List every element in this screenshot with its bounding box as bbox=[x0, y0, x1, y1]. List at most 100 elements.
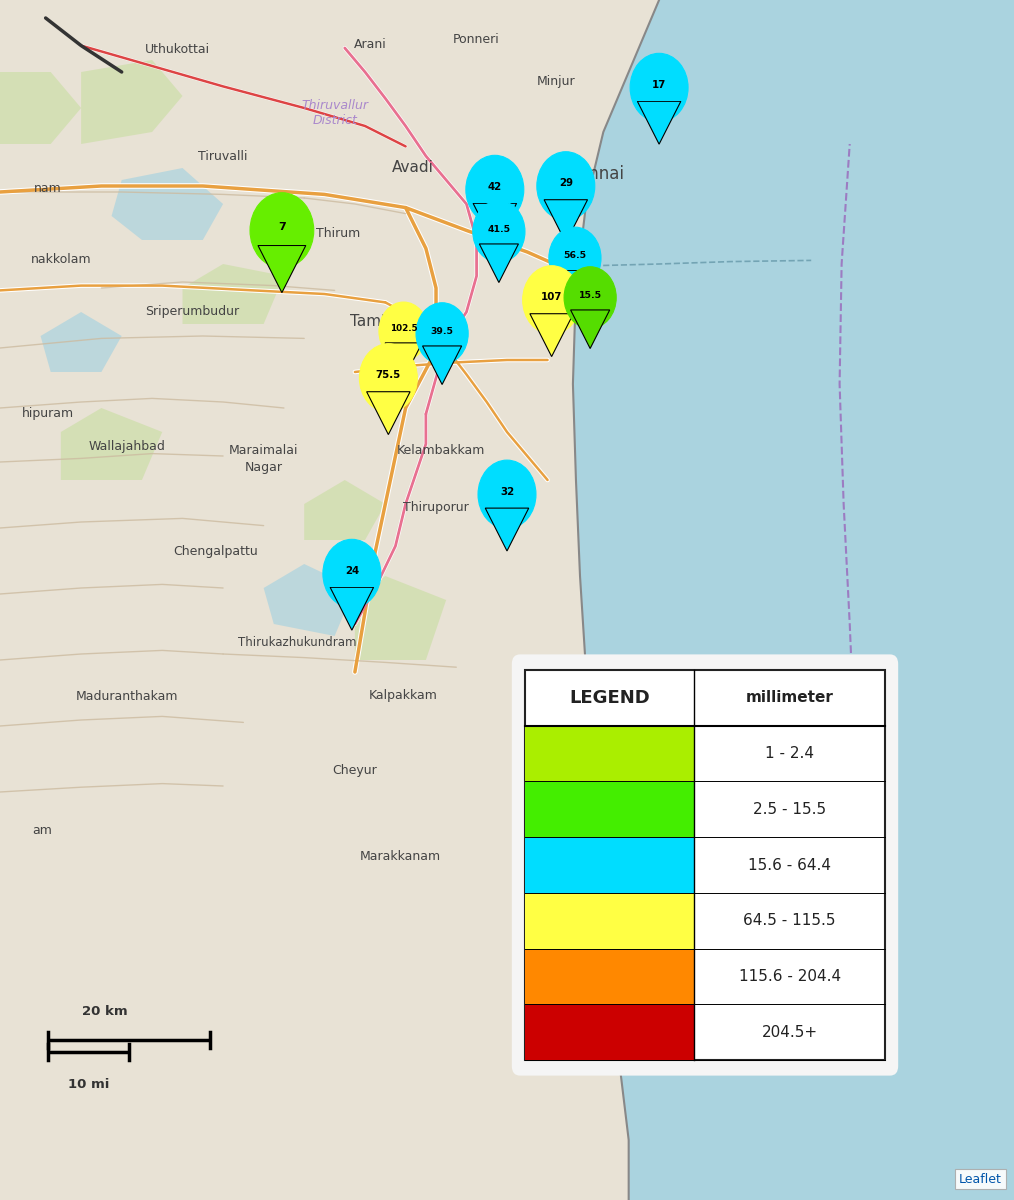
Text: Cheyur: Cheyur bbox=[333, 764, 377, 776]
Polygon shape bbox=[183, 264, 284, 324]
Text: Tambaram: Tambaram bbox=[350, 314, 431, 329]
Text: Thiruvallur: Thiruvallur bbox=[301, 100, 368, 112]
Bar bbox=[525, 838, 695, 893]
Polygon shape bbox=[545, 185, 587, 199]
Text: 115.6 - 204.4: 115.6 - 204.4 bbox=[738, 968, 841, 984]
Polygon shape bbox=[571, 296, 609, 310]
Bar bbox=[525, 726, 695, 781]
Text: 64.5 - 115.5: 64.5 - 115.5 bbox=[743, 913, 836, 929]
Text: LEGEND: LEGEND bbox=[569, 689, 650, 707]
Text: Chennai: Chennai bbox=[556, 164, 625, 182]
Polygon shape bbox=[486, 493, 528, 508]
Text: 17: 17 bbox=[652, 80, 666, 90]
Text: 41.5: 41.5 bbox=[488, 224, 510, 234]
Text: 2.5 - 15.5: 2.5 - 15.5 bbox=[753, 802, 826, 817]
Text: 56.5: 56.5 bbox=[564, 251, 586, 260]
Text: 15.5: 15.5 bbox=[579, 290, 601, 300]
Text: Wallajahbad: Wallajahbad bbox=[88, 440, 165, 452]
Text: Sriperumbudur: Sriperumbudur bbox=[146, 306, 239, 318]
Polygon shape bbox=[573, 0, 1014, 1200]
Polygon shape bbox=[474, 188, 516, 203]
Polygon shape bbox=[556, 270, 594, 308]
Text: Avadi: Avadi bbox=[391, 161, 434, 175]
Circle shape bbox=[536, 151, 595, 221]
FancyBboxPatch shape bbox=[512, 654, 898, 1075]
Circle shape bbox=[359, 343, 418, 413]
Text: 24: 24 bbox=[345, 566, 359, 576]
Circle shape bbox=[250, 193, 313, 268]
Polygon shape bbox=[0, 0, 659, 1200]
Text: 32: 32 bbox=[500, 487, 514, 497]
Polygon shape bbox=[480, 244, 518, 282]
Text: Nagar: Nagar bbox=[244, 462, 283, 474]
Polygon shape bbox=[385, 343, 422, 379]
Text: nakkolam: nakkolam bbox=[30, 253, 91, 265]
Text: 39.5: 39.5 bbox=[431, 326, 453, 336]
Text: Uthukottai: Uthukottai bbox=[145, 43, 210, 55]
Text: Maraimalai: Maraimalai bbox=[229, 444, 298, 456]
Text: 20 km: 20 km bbox=[82, 1006, 128, 1019]
Text: 29: 29 bbox=[559, 179, 573, 188]
Bar bbox=[525, 1004, 695, 1060]
Text: Kalpakkam: Kalpakkam bbox=[369, 690, 438, 702]
Circle shape bbox=[379, 302, 428, 360]
Text: Arani: Arani bbox=[354, 38, 386, 50]
Polygon shape bbox=[331, 572, 373, 587]
Text: 42: 42 bbox=[488, 182, 502, 192]
Text: Ponneri: Ponneri bbox=[453, 34, 500, 46]
Polygon shape bbox=[385, 330, 422, 342]
Polygon shape bbox=[367, 377, 410, 391]
Circle shape bbox=[473, 200, 525, 263]
Text: Tiruvalli: Tiruvalli bbox=[199, 150, 247, 162]
Text: 107: 107 bbox=[540, 293, 563, 302]
Polygon shape bbox=[638, 101, 680, 144]
Text: millimeter: millimeter bbox=[745, 690, 834, 706]
Text: am: am bbox=[32, 824, 53, 836]
Polygon shape bbox=[545, 199, 587, 242]
Polygon shape bbox=[474, 203, 516, 246]
Text: Thirukazhukundram: Thirukazhukundram bbox=[238, 636, 356, 648]
Polygon shape bbox=[112, 168, 223, 240]
Circle shape bbox=[630, 53, 689, 122]
Polygon shape bbox=[258, 246, 306, 293]
Circle shape bbox=[564, 266, 617, 329]
Circle shape bbox=[416, 302, 468, 365]
Text: 102.5: 102.5 bbox=[389, 324, 418, 334]
Polygon shape bbox=[81, 60, 183, 144]
Text: 10 mi: 10 mi bbox=[68, 1079, 110, 1092]
Text: 7: 7 bbox=[278, 222, 286, 233]
Polygon shape bbox=[61, 408, 162, 480]
Polygon shape bbox=[423, 346, 461, 384]
Polygon shape bbox=[331, 587, 373, 630]
Polygon shape bbox=[638, 86, 680, 101]
Bar bbox=[525, 781, 695, 838]
Polygon shape bbox=[571, 310, 609, 348]
Text: Leaflet: Leaflet bbox=[959, 1172, 1002, 1186]
Polygon shape bbox=[556, 257, 594, 270]
Text: Kelambakkam: Kelambakkam bbox=[396, 444, 486, 456]
Polygon shape bbox=[367, 391, 410, 434]
Text: Minjur: Minjur bbox=[536, 76, 575, 88]
Text: Chengalpattu: Chengalpattu bbox=[173, 546, 259, 558]
Polygon shape bbox=[258, 228, 306, 245]
Polygon shape bbox=[264, 564, 355, 636]
Text: nam: nam bbox=[33, 182, 62, 194]
Circle shape bbox=[478, 460, 536, 529]
Text: Thirum: Thirum bbox=[315, 228, 360, 240]
Polygon shape bbox=[41, 312, 122, 372]
Polygon shape bbox=[486, 508, 528, 551]
Text: Thiruporur: Thiruporur bbox=[404, 502, 468, 514]
Bar bbox=[525, 948, 695, 1004]
Circle shape bbox=[465, 155, 524, 224]
Text: 75.5: 75.5 bbox=[376, 371, 401, 380]
Text: District: District bbox=[312, 114, 357, 126]
Text: Maduranthakam: Maduranthakam bbox=[75, 690, 178, 702]
Polygon shape bbox=[530, 313, 573, 356]
Text: hipuram: hipuram bbox=[21, 408, 74, 420]
Circle shape bbox=[522, 265, 581, 335]
Text: 15.6 - 64.4: 15.6 - 64.4 bbox=[748, 858, 831, 872]
Bar bbox=[525, 670, 885, 1060]
Polygon shape bbox=[355, 576, 446, 660]
Polygon shape bbox=[480, 230, 518, 244]
Text: 204.5+: 204.5+ bbox=[762, 1025, 817, 1039]
